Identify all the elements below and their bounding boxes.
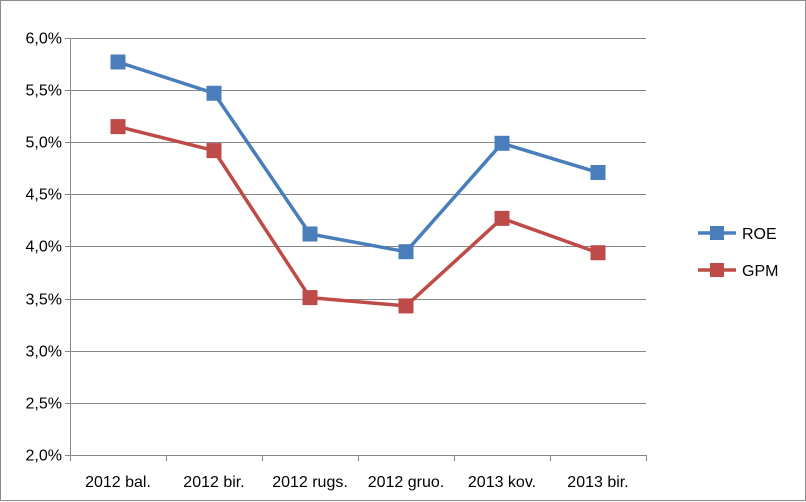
y-tick-label: 5,5% xyxy=(26,83,62,100)
data-point-gpm xyxy=(110,119,126,135)
x-tick-label: 2012 rugs. xyxy=(272,474,348,491)
x-tick-label: 2012 bal. xyxy=(85,474,151,491)
legend-marker-gpm xyxy=(710,263,724,277)
data-point-gpm xyxy=(590,245,606,261)
x-tick-label: 2012 bir. xyxy=(183,474,244,491)
y-tick-label: 4,0% xyxy=(26,239,62,256)
y-tick-label: 4,5% xyxy=(26,187,62,204)
legend-label-roe: ROE xyxy=(742,226,777,243)
data-point-gpm xyxy=(494,210,510,226)
data-point-roe xyxy=(398,244,414,260)
y-tick-label: 2,5% xyxy=(26,396,62,413)
y-tick-label: 6,0% xyxy=(26,31,62,48)
x-tick-label: 2013 bir. xyxy=(567,474,628,491)
data-point-gpm xyxy=(398,298,414,314)
legend-marker-roe xyxy=(710,226,724,240)
data-point-roe xyxy=(206,85,222,101)
data-point-roe xyxy=(302,226,318,242)
series-line-roe xyxy=(117,60,599,254)
x-tick-label: 2013 kov. xyxy=(468,474,536,491)
data-point-gpm xyxy=(206,143,222,159)
y-tick-label: 3,5% xyxy=(26,292,62,309)
y-tick-label: 3,0% xyxy=(26,344,62,361)
data-point-gpm xyxy=(302,290,318,306)
y-tick-label: 5,0% xyxy=(26,135,62,152)
data-point-roe xyxy=(110,54,126,70)
series-line-gpm xyxy=(117,124,599,308)
x-tick-label: 2012 gruo. xyxy=(368,474,445,491)
data-point-roe xyxy=(494,135,510,151)
legend-label-gpm: GPM xyxy=(742,263,778,280)
y-tick-label: 2,0% xyxy=(26,448,62,465)
data-point-roe xyxy=(590,164,606,180)
